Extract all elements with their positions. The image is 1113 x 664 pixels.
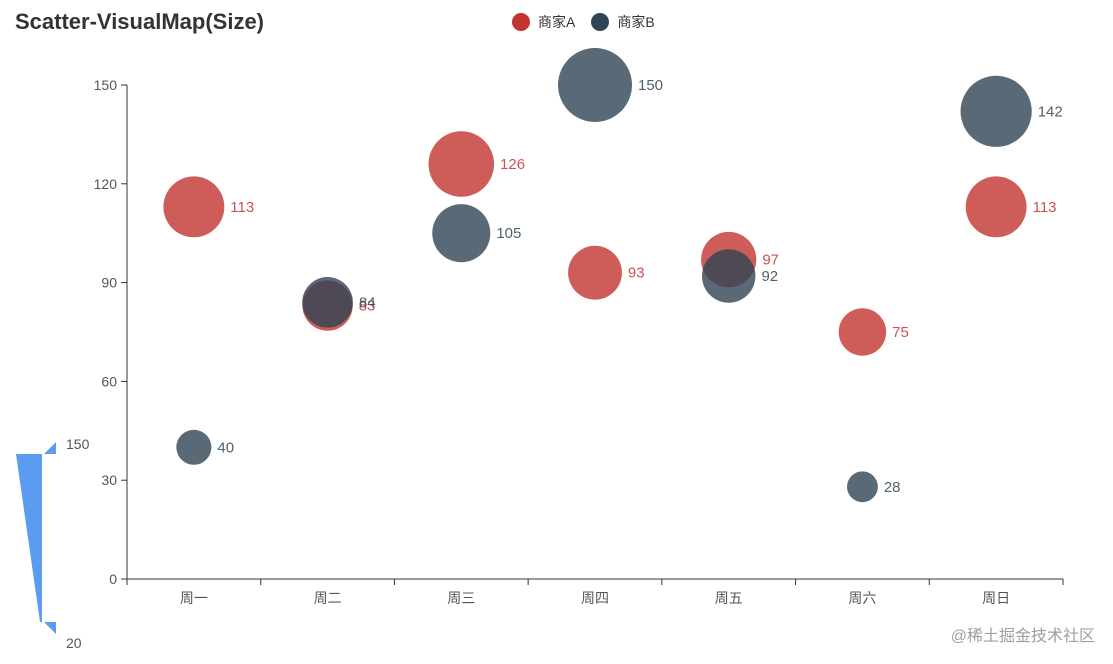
legend-marker-icon (591, 13, 610, 31)
data-point (965, 176, 1027, 238)
y-tick-label: 120 (94, 176, 118, 192)
legend-label: 商家A (538, 14, 576, 30)
data-label: 28 (884, 479, 901, 496)
x-tick-label: 周五 (715, 590, 743, 606)
data-label: 105 (496, 225, 521, 242)
data-point (558, 48, 632, 122)
data-label: 83 (359, 298, 376, 315)
chart-title: Scatter-VisualMap(Size) (15, 9, 265, 34)
x-tick-label: 周一 (180, 590, 208, 606)
watermark: @稀土掘金技术社区 (950, 628, 1095, 645)
y-tick-label: 30 (101, 472, 117, 488)
visual-map-max-label: 150 (66, 436, 90, 452)
x-tick-label: 周二 (314, 590, 342, 606)
legend-item-a[interactable]: 商家A (512, 12, 575, 32)
data-point (163, 176, 225, 238)
data-label: 92 (761, 268, 778, 285)
data-label: 97 (762, 252, 779, 269)
data-point (432, 204, 491, 263)
legend-label: 商家B (617, 14, 655, 30)
visual-map-handle-top (44, 442, 56, 454)
data-point (302, 277, 353, 328)
data-point (838, 308, 887, 356)
y-tick-label: 150 (94, 77, 118, 93)
data-label: 113 (230, 199, 254, 216)
data-label: 150 (638, 77, 663, 94)
data-label: 40 (217, 439, 234, 456)
y-tick-label: 0 (109, 571, 117, 587)
legend-marker-icon (512, 13, 530, 31)
data-label: 142 (1038, 103, 1063, 120)
data-point (960, 75, 1032, 147)
x-tick-label: 周四 (581, 590, 609, 606)
data-label: 93 (628, 265, 645, 282)
data-label: 75 (892, 324, 909, 341)
data-point (176, 429, 212, 465)
visual-map-min-label: 20 (66, 635, 82, 651)
legend-item-b[interactable]: 商家B (591, 12, 655, 32)
x-tick-label: 周日 (982, 590, 1010, 606)
y-tick-label: 60 (101, 373, 117, 389)
data-point (701, 249, 756, 303)
data-point (847, 471, 878, 503)
data-point (568, 245, 622, 300)
visual-map-handle-bottom (44, 622, 56, 634)
x-tick-label: 周三 (447, 590, 475, 606)
data-label: 126 (500, 156, 525, 173)
legend: 商家A 商家B (512, 12, 655, 32)
data-label: 113 (1033, 199, 1057, 216)
visual-map-bar (16, 454, 42, 622)
y-tick-label: 90 (101, 275, 117, 291)
data-point (428, 131, 495, 197)
data-label: 84 (359, 294, 376, 311)
x-tick-label: 周六 (848, 590, 876, 606)
